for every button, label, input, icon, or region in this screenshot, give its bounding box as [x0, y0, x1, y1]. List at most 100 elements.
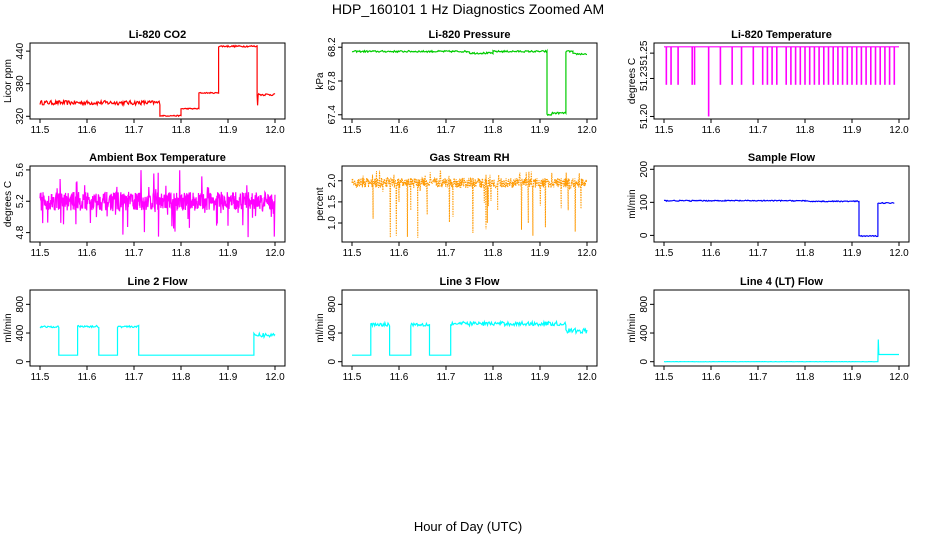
y-tick-label: 67.4	[327, 105, 338, 125]
y-axis-label: kPa	[315, 72, 326, 90]
panel-title: Sample Flow	[748, 152, 816, 164]
x-tick-label: 11.5	[655, 125, 674, 136]
x-tick-label: 11.9	[531, 125, 550, 136]
x-tick-label: 11.7	[437, 248, 456, 259]
chart-panel-9: Line 4 (LT) Flow 11.5 11.6 11.7 11.8 11.9 12.0…	[627, 276, 910, 383]
y-tick-label: 51.25	[639, 40, 650, 65]
x-tick-label: 11.6	[390, 248, 409, 259]
x-tick-label: 12.0	[577, 372, 597, 383]
y-tick-label: 0	[639, 232, 650, 238]
x-tick-label: 11.6	[702, 372, 721, 383]
x-tick-label: 11.7	[125, 125, 144, 136]
series-line	[39, 170, 276, 238]
panel-title: Ambient Box Temperature	[89, 152, 226, 164]
chart-panel-7: Line 2 Flow 11.5 11.6 11.7 11.8 11.9 12.0 0 400 8…	[3, 276, 286, 383]
x-tick-label: 11.7	[437, 372, 456, 383]
x-tick-label: 11.7	[125, 248, 144, 259]
y-axis-label: Licor ppm	[3, 59, 14, 103]
x-tick-label: 11.8	[796, 372, 815, 383]
panel-title: Li-820 Pressure	[429, 29, 511, 41]
x-tick-label: 12.0	[265, 372, 285, 383]
x-tick-label: 11.6	[390, 125, 409, 136]
y-tick-label: 800	[639, 296, 650, 313]
x-tick-label: 11.5	[31, 248, 50, 259]
x-tick-label: 11.9	[843, 248, 862, 259]
plot-frame	[29, 42, 286, 120]
panel-title: Line 4 (LT) Flow	[740, 276, 823, 288]
y-tick-label: 1.0	[327, 216, 338, 230]
plot-frame	[29, 289, 286, 367]
x-tick-label: 12.0	[265, 248, 285, 259]
y-tick-label: 200	[639, 161, 650, 178]
y-tick-label: 800	[327, 296, 338, 313]
x-tick-label: 12.0	[889, 125, 909, 136]
chart-panel-4: Ambient Box Temperature 11.5 11.6 11.7 11.8 1…	[3, 152, 286, 259]
chart-panel-8: Line 3 Flow 11.5 11.6 11.7 11.8 11.9 12.0 0 400 8…	[315, 276, 598, 383]
x-tick-label: 11.9	[843, 125, 862, 136]
x-tick-label: 12.0	[889, 372, 909, 383]
x-tick-label: 11.5	[31, 372, 50, 383]
x-tick-label: 11.7	[749, 372, 768, 383]
x-tick-label: 11.6	[390, 372, 409, 383]
series-line	[351, 48, 588, 117]
x-tick-label: 12.0	[577, 248, 597, 259]
panel-grid: Li-820 CO2 11.5 11.6 11.7 11.8 11.9 12.0 320 380…	[3, 29, 910, 383]
chart-panel-3: Li-820 Temperature 11.5 11.6 11.7 11.8 11.9 12…	[627, 29, 910, 136]
y-tick-label: 440	[15, 42, 26, 59]
y-tick-label: 4.8	[15, 225, 26, 239]
y-tick-label: 5.6	[15, 163, 26, 177]
chart-panel-2: Li-820 Pressure 11.5 11.6 11.7 11.8 11.9 12.0 6…	[315, 29, 598, 136]
plot-frame	[341, 42, 598, 120]
y-tick-label: 800	[15, 296, 26, 313]
plot-frame	[653, 289, 910, 367]
panel-title: Gas Stream RH	[429, 152, 509, 164]
x-tick-label: 11.8	[172, 372, 191, 383]
x-tick-label: 12.0	[577, 125, 597, 136]
panel-title: Line 2 Flow	[128, 276, 188, 288]
chart-panel-6: Sample Flow 11.5 11.6 11.7 11.8 11.9 12.0 0 100 2…	[627, 152, 910, 259]
y-tick-label: 67.8	[327, 71, 338, 91]
x-tick-label: 11.8	[484, 125, 503, 136]
y-tick-label: 5.2	[15, 194, 26, 208]
series-line	[351, 170, 588, 238]
y-tick-label: 380	[15, 75, 26, 92]
x-tick-label: 11.6	[78, 125, 97, 136]
x-tick-label: 11.8	[172, 125, 191, 136]
y-axis-label: degrees C	[627, 58, 638, 104]
y-axis-label: ml/min	[3, 313, 14, 342]
y-axis-label: percent	[315, 187, 326, 221]
x-tick-label: 11.9	[219, 248, 238, 259]
y-tick-label: 51.20	[639, 104, 650, 129]
y-tick-label: 100	[639, 194, 650, 211]
x-tick-label: 11.7	[437, 125, 456, 136]
x-tick-label: 11.5	[343, 125, 362, 136]
y-tick-label: 51.23	[639, 66, 650, 91]
y-axis-label: ml/min	[627, 189, 638, 218]
x-tick-label: 11.8	[796, 248, 815, 259]
x-tick-label: 11.5	[343, 248, 362, 259]
x-tick-label: 11.7	[125, 372, 144, 383]
y-tick-label: 0	[639, 358, 650, 364]
x-tick-label: 11.8	[172, 248, 191, 259]
x-tick-label: 12.0	[889, 248, 909, 259]
x-tick-label: 11.9	[219, 372, 238, 383]
y-tick-label: 68.2	[327, 37, 338, 57]
x-tick-label: 11.6	[702, 248, 721, 259]
series-line	[352, 319, 588, 356]
x-tick-label: 11.5	[31, 125, 50, 136]
chart-panel-1: Li-820 CO2 11.5 11.6 11.7 11.8 11.9 12.0 320 380…	[3, 29, 286, 136]
x-tick-label: 11.6	[78, 372, 97, 383]
plot-frame	[341, 289, 598, 367]
x-tick-label: 11.8	[484, 372, 503, 383]
y-tick-label: 400	[15, 324, 26, 341]
y-tick-label: 400	[327, 324, 338, 341]
x-tick-label: 11.6	[78, 248, 97, 259]
x-tick-label: 11.7	[749, 248, 768, 259]
series-line	[39, 44, 276, 118]
x-tick-label: 11.5	[343, 372, 362, 383]
x-tick-label: 11.8	[484, 248, 503, 259]
figure-xlabel: Hour of Day (UTC)	[414, 519, 522, 534]
y-tick-label: 2.0	[327, 173, 338, 187]
x-tick-label: 12.0	[265, 125, 285, 136]
